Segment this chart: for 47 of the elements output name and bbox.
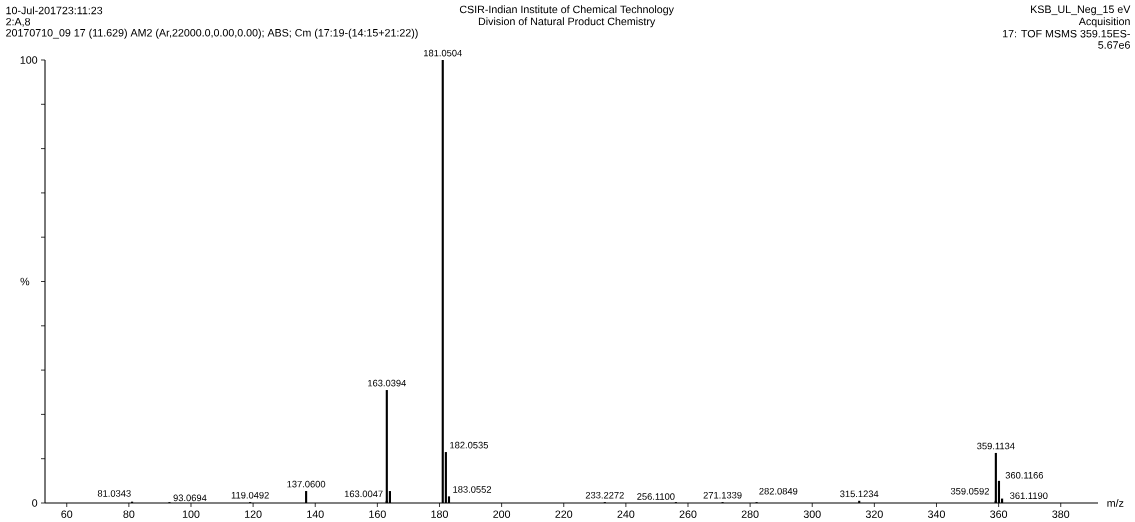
annotation: 282.0849 <box>759 487 798 495</box>
x-tick-label: 320 <box>865 510 883 518</box>
x-tick-label: 280 <box>741 510 759 518</box>
annotation: 361.1190 <box>1010 492 1048 499</box>
x-tick-label: 240 <box>617 510 635 518</box>
annotation: 360.1166 <box>1005 471 1044 479</box>
x-tick-label: 60 <box>61 510 73 518</box>
text: 2:A,8 <box>6 17 31 27</box>
chart-title: CSIR-Indian Institute of Chemical Technology <box>459 5 674 16</box>
x-tick-label: 120 <box>245 510 262 518</box>
annotation: 119.0492 <box>231 491 269 499</box>
x-tick-label: 80 <box>123 510 135 518</box>
text: KSB_UL_Neg_15 eV <box>1031 5 1131 15</box>
x-tick-label: 200 <box>493 510 511 518</box>
x-tick-label: 160 <box>369 510 386 518</box>
annotation: 233.2272 <box>585 491 624 499</box>
annotation: 183.0552 <box>453 485 492 493</box>
text: Acquisition <box>1078 17 1130 28</box>
text: 10-Jul-201723:11:23 <box>6 6 103 15</box>
annotation: 81.0343 <box>97 489 131 497</box>
annotation: 359.1134 <box>977 442 1015 450</box>
text: 20170710_09 17 (11.629) AM2 (Ar,22000.0,0.00,0.00); ABS; Cm (17:19-(14:15+21:22)) <box>6 28 418 39</box>
text: 5.67e6 <box>1098 41 1130 49</box>
x-tick-label: 360 <box>990 510 1008 518</box>
annotation: 93.0694 <box>173 494 207 501</box>
annotation: 359.0592 <box>950 487 989 495</box>
text: 17: TOF MSMS 359.15ES- <box>1002 29 1130 38</box>
x-tick-label: 100 <box>182 510 200 518</box>
y-tick-label: 0 <box>32 499 38 507</box>
annotation: 271.1339 <box>703 491 742 499</box>
x-tick-label: 220 <box>555 510 573 518</box>
x-tick-label: 300 <box>803 510 821 518</box>
y-axis-title: % <box>20 277 30 286</box>
annotation: 137.0600 <box>287 480 326 488</box>
x-tick-label: 260 <box>679 510 697 518</box>
annotation: 182.0535 <box>450 441 488 449</box>
x-axis-title: m/z <box>1107 498 1124 507</box>
annotation: 181.0504 <box>424 49 462 57</box>
x-tick-label: 140 <box>307 510 324 518</box>
annotation: 256.1100 <box>637 493 675 500</box>
annotation: 163.0394 <box>368 379 406 387</box>
annotation: 315.1234 <box>840 490 879 497</box>
x-tick-label: 380 <box>1052 510 1070 518</box>
chart-subtitle: Division of Natural Product Chemistry <box>478 17 656 28</box>
annotation: 163.0047 <box>344 490 383 497</box>
x-tick-label: 180 <box>431 510 448 518</box>
x-tick-label: 340 <box>927 510 945 518</box>
